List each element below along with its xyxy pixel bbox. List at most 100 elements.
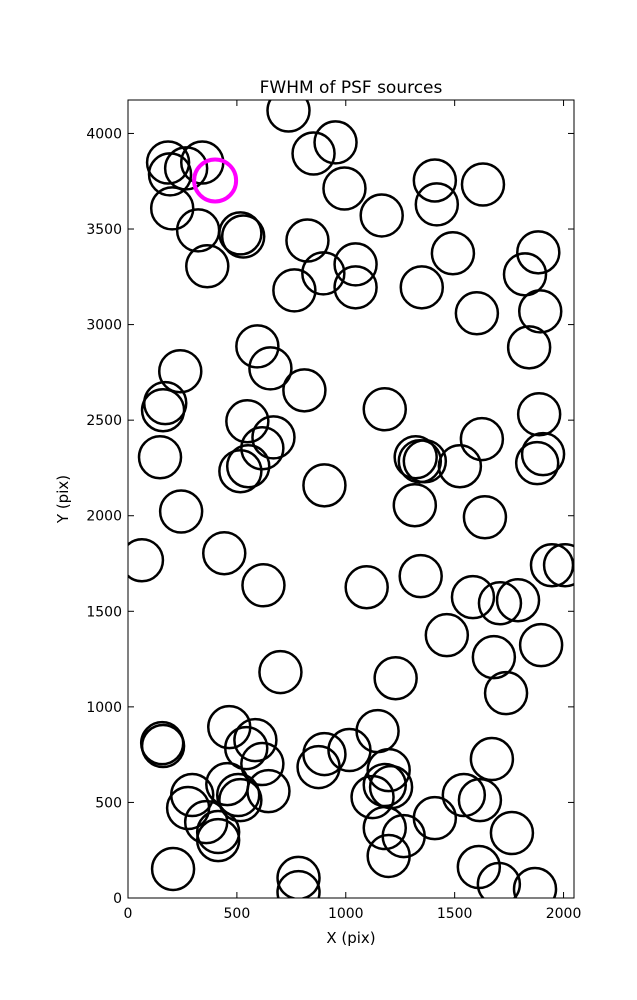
source-circle [192, 157, 239, 204]
source-circle [276, 869, 321, 898]
source-circle [322, 166, 367, 211]
source-circle [362, 387, 408, 432]
y-tick-label: 3000 [86, 318, 122, 334]
source-circle [313, 120, 358, 165]
source-circle [414, 182, 460, 227]
source-circle [462, 495, 508, 540]
source-circle [516, 391, 562, 437]
source-circle [185, 244, 230, 289]
plot-area [128, 100, 574, 898]
source-circle [506, 325, 552, 370]
source-circle [282, 368, 327, 413]
source-circle [529, 542, 574, 588]
source-circle [471, 634, 517, 680]
y-tick-label: 1000 [86, 700, 122, 716]
source-circle [514, 440, 560, 486]
source-circle [128, 538, 165, 583]
source-circle [450, 574, 496, 620]
source-circle [248, 346, 293, 391]
source-circle [218, 777, 263, 823]
source-circle [140, 387, 186, 433]
source-circle [276, 855, 321, 898]
source-circle [333, 265, 378, 310]
source-circle [469, 736, 515, 782]
source-circle [195, 809, 241, 855]
source-circle [344, 564, 389, 610]
source-circle [495, 577, 541, 623]
source-circle [291, 131, 336, 176]
x-tick-label: 0 [124, 906, 133, 922]
source-circle [359, 193, 404, 238]
source-circle [225, 443, 271, 489]
source-circle [542, 542, 574, 588]
source-circle [476, 861, 522, 898]
source-circle [258, 649, 303, 695]
source-circle [296, 744, 341, 790]
source-circle [518, 622, 564, 668]
source-circle [483, 670, 529, 716]
source-circle [366, 747, 411, 793]
y-tick-label: 500 [95, 795, 122, 811]
source-circle [205, 761, 250, 807]
source-circle [437, 443, 483, 489]
source-circle [366, 833, 411, 879]
x-axis-label: X (pix) [326, 929, 375, 947]
source-circle [398, 553, 443, 599]
source-circle [517, 289, 563, 334]
x-tick-label: 2000 [546, 906, 582, 922]
source-circle [233, 717, 278, 763]
source-circle [333, 242, 378, 287]
y-tick-label: 2000 [86, 509, 122, 525]
source-circle [520, 431, 566, 477]
x-tick-label: 1000 [328, 906, 364, 922]
source-circle [220, 214, 266, 259]
source-circle [454, 291, 500, 336]
source-circle [272, 268, 317, 313]
source-circle [301, 251, 346, 296]
source-circle [393, 434, 438, 480]
source-circle [362, 805, 408, 851]
source-circle [225, 399, 270, 444]
source-circle [302, 463, 347, 508]
source-circle [516, 230, 561, 275]
source-circle [459, 416, 505, 462]
source-circle [215, 772, 261, 818]
source-circle [240, 741, 285, 787]
source-circle [251, 415, 296, 460]
source-circle [224, 725, 269, 771]
plot-frame [127, 99, 575, 899]
source-circle [412, 158, 458, 203]
source-circle [402, 439, 448, 484]
source-circle [147, 152, 193, 197]
source-circle [441, 772, 487, 818]
source-circle [137, 434, 183, 480]
y-tick-label: 4000 [86, 126, 122, 142]
source-circle [424, 612, 470, 658]
source-circle [460, 162, 506, 207]
source-circle [392, 482, 438, 528]
y-axis-label: Y (pix) [54, 475, 72, 524]
source-circle [266, 100, 311, 133]
source-circle [150, 846, 196, 892]
source-circle [327, 727, 372, 773]
source-circle [373, 655, 418, 701]
source-circle [399, 265, 445, 310]
source-circle [165, 785, 211, 831]
x-tick-label: 1500 [437, 906, 473, 922]
source-circle [241, 563, 286, 608]
source-circle [477, 581, 523, 626]
source-circle [457, 777, 503, 823]
source-circle [202, 530, 247, 576]
chart-title: FWHM of PSF sources [260, 78, 443, 98]
source-circle [430, 231, 476, 276]
source-circle [235, 324, 280, 369]
source-circle [145, 140, 191, 185]
source-circle [149, 186, 195, 231]
source-circle [218, 448, 263, 494]
source-circle [195, 817, 241, 863]
source-circle [489, 810, 535, 856]
source-circle [158, 348, 203, 394]
source-circle [140, 723, 186, 769]
